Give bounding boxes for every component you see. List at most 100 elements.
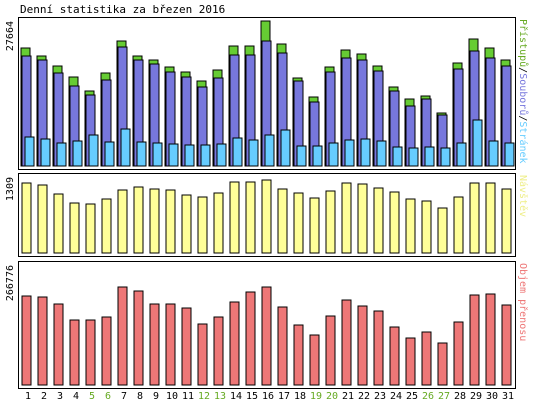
panel-series-label: Návštěv xyxy=(517,175,529,217)
series-label-part: Objem přenosu xyxy=(517,263,529,341)
series-label-part: Souborů xyxy=(517,73,529,115)
bar-pages-day-5 xyxy=(88,134,99,167)
bar-kbytes-day-24 xyxy=(389,326,400,386)
day-label-2: 2 xyxy=(41,391,47,402)
bar-visits-day-26 xyxy=(421,200,432,254)
day-label-27: 27 xyxy=(438,391,450,402)
bar-pages-day-20 xyxy=(328,142,339,167)
day-label-8: 8 xyxy=(137,391,143,402)
day-label-1: 1 xyxy=(25,391,31,402)
bar-pages-day-28 xyxy=(456,142,467,167)
bar-kbytes-day-3 xyxy=(53,303,64,386)
panel-ymax-label: 27664 xyxy=(5,21,16,51)
bar-visits-day-7 xyxy=(117,189,128,254)
bar-visits-day-24 xyxy=(389,191,400,254)
bar-kbytes-day-8 xyxy=(133,290,144,386)
bar-pages-day-15 xyxy=(248,139,259,167)
bar-visits-day-31 xyxy=(501,188,512,254)
panel-series-label: Objem přenosu xyxy=(517,263,529,341)
bar-pages-day-13 xyxy=(216,143,227,167)
bar-visits-day-19 xyxy=(309,197,320,254)
bar-pages-day-29 xyxy=(472,119,483,167)
bar-pages-day-30 xyxy=(488,140,499,167)
bar-kbytes-day-9 xyxy=(149,303,160,386)
bar-visits-day-5 xyxy=(85,203,96,254)
bar-visits-day-13 xyxy=(213,192,224,254)
bar-visits-day-25 xyxy=(405,198,416,254)
panel-ymax-label: 1309 xyxy=(5,177,16,201)
day-label-20: 20 xyxy=(326,391,338,402)
bar-visits-day-27 xyxy=(437,207,448,254)
bar-pages-day-11 xyxy=(184,144,195,167)
day-label-23: 23 xyxy=(374,391,386,402)
bar-pages-day-14 xyxy=(232,137,243,167)
bar-pages-day-3 xyxy=(56,142,67,167)
bar-visits-day-4 xyxy=(69,202,80,254)
bar-pages-day-2 xyxy=(40,138,51,167)
day-label-6: 6 xyxy=(105,391,111,402)
bar-visits-day-1 xyxy=(21,182,32,254)
bar-visits-day-14 xyxy=(229,181,240,254)
bar-kbytes-day-23 xyxy=(373,310,384,386)
bar-kbytes-day-19 xyxy=(309,334,320,386)
day-label-15: 15 xyxy=(246,391,258,402)
day-label-17: 17 xyxy=(278,391,290,402)
bar-pages-day-8 xyxy=(136,141,147,167)
day-labels: 1 2 3 4 5 6 7 8 9 10 11 12 13 14 15 16 17 18 19 20 21 22 23 24 2… xyxy=(25,391,514,402)
bar-visits-day-2 xyxy=(37,184,48,254)
bar-visits-day-16 xyxy=(261,179,272,254)
bar-kbytes-day-7 xyxy=(117,286,128,386)
bar-kbytes-day-18 xyxy=(293,324,304,386)
panel-visits: 1309 Návštěv xyxy=(5,173,529,257)
bar-kbytes-day-22 xyxy=(357,305,368,386)
bar-kbytes-day-10 xyxy=(165,303,176,386)
bar-kbytes-day-28 xyxy=(453,321,464,386)
bar-kbytes-day-31 xyxy=(501,304,512,386)
day-label-30: 30 xyxy=(486,391,498,402)
day-label-26: 26 xyxy=(422,391,434,402)
bar-kbytes-day-27 xyxy=(437,342,448,386)
day-label-24: 24 xyxy=(390,391,402,402)
series-label-part: / xyxy=(517,115,528,121)
bar-visits-day-10 xyxy=(165,189,176,254)
bar-kbytes-day-21 xyxy=(341,299,352,386)
bar-visits-day-29 xyxy=(469,182,480,254)
bar-pages-day-18 xyxy=(296,145,307,167)
bar-visits-day-17 xyxy=(277,188,288,254)
bar-pages-day-7 xyxy=(120,128,131,167)
bar-kbytes-day-15 xyxy=(245,291,256,386)
bar-visits-day-8 xyxy=(133,186,144,254)
day-label-18: 18 xyxy=(294,391,306,402)
day-label-21: 21 xyxy=(342,391,354,402)
day-label-10: 10 xyxy=(166,391,178,402)
series-label-part: Stránek xyxy=(517,121,529,163)
bar-kbytes-day-11 xyxy=(181,307,192,386)
bar-visits-day-3 xyxy=(53,193,64,254)
bar-kbytes-day-16 xyxy=(261,286,272,386)
bar-pages-day-26 xyxy=(424,146,435,167)
bar-pages-day-31 xyxy=(504,142,515,167)
bar-pages-day-24 xyxy=(392,146,403,167)
day-label-14: 14 xyxy=(230,391,242,402)
day-label-7: 7 xyxy=(121,391,127,402)
bar-pages-day-21 xyxy=(344,139,355,167)
bar-kbytes-day-14 xyxy=(229,301,240,386)
bar-kbytes-day-12 xyxy=(197,323,208,386)
series-label-part: Přístupů xyxy=(517,19,529,67)
panel-ymax-label: 266776 xyxy=(5,265,16,301)
series-label-part: / xyxy=(517,67,528,73)
bar-visits-day-12 xyxy=(197,196,208,254)
bar-pages-day-10 xyxy=(168,143,179,167)
bar-visits-day-23 xyxy=(373,187,384,254)
bar-kbytes-day-30 xyxy=(485,293,496,386)
bar-pages-day-17 xyxy=(280,129,291,167)
bar-pages-day-1 xyxy=(24,136,35,167)
bar-visits-day-18 xyxy=(293,192,304,254)
bar-visits-day-9 xyxy=(149,188,160,254)
bar-kbytes-day-25 xyxy=(405,337,416,386)
bar-visits-day-22 xyxy=(357,183,368,254)
bar-pages-day-4 xyxy=(72,140,83,167)
day-label-29: 29 xyxy=(470,391,482,402)
